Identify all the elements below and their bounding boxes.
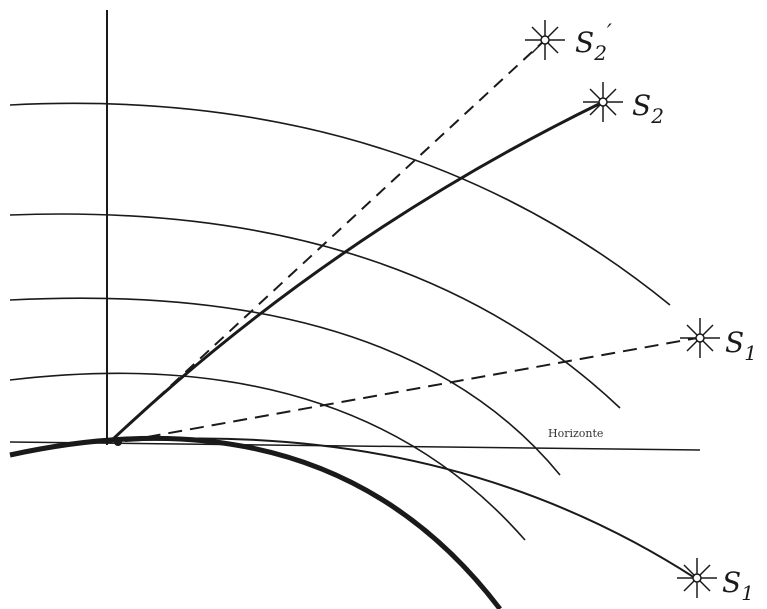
true-ray-s1 xyxy=(124,437,696,579)
star-burst-icon xyxy=(677,558,717,598)
atmosphere-layer-arc xyxy=(9,297,561,476)
star-burst-icon xyxy=(680,318,720,358)
observer-point xyxy=(114,438,122,446)
apparent-ray-s2-prime xyxy=(111,39,546,441)
atmosphere-layer-arc xyxy=(9,213,621,409)
star-s2-label: S2 xyxy=(632,89,664,128)
earth-surface-arc xyxy=(9,435,502,609)
atmosphere-layer-arc xyxy=(9,102,671,306)
star-burst-icon xyxy=(583,82,623,122)
apparent-ray-s1 xyxy=(124,337,698,442)
atmosphere-layer-arc xyxy=(9,372,526,541)
horizon-label: Horizonte xyxy=(548,427,603,440)
star-s2-prime-label: S2′ xyxy=(575,21,612,65)
true-ray-s2 xyxy=(110,100,604,442)
horizon-line xyxy=(9,441,701,451)
star-s1-lower-label: S1 xyxy=(722,566,754,605)
star-burst-icon xyxy=(525,20,565,60)
star-s1-upper-label: S1 xyxy=(725,326,757,365)
